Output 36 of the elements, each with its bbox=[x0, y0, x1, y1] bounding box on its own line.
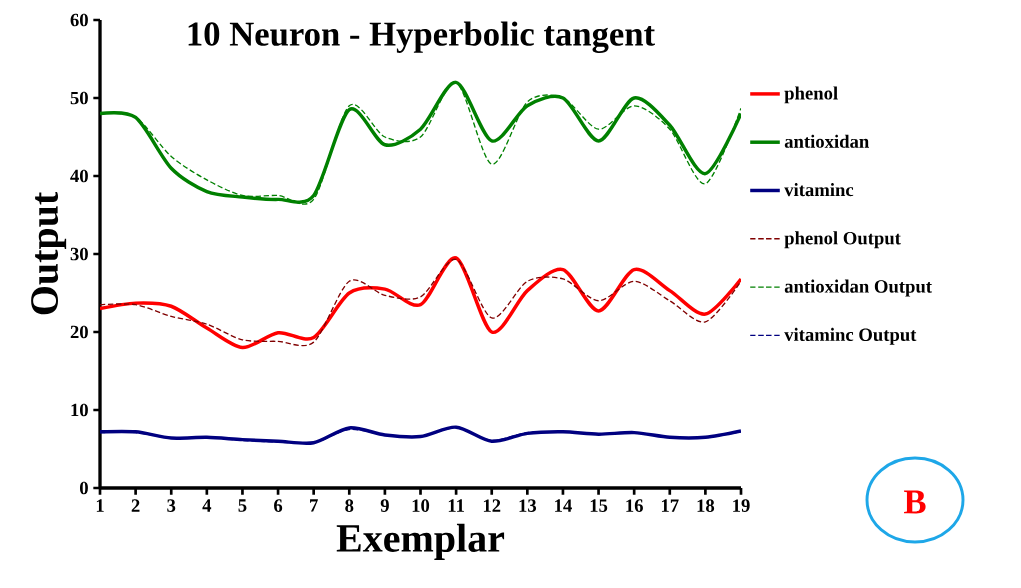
x-tick-label: 1 bbox=[96, 499, 104, 512]
x-tick-label: 15 bbox=[590, 499, 608, 512]
y-tick-label: 10 bbox=[71, 403, 88, 417]
y-tick-label: 40 bbox=[70, 169, 88, 183]
legend-label: antioxidan bbox=[784, 134, 869, 148]
x-tick-label: 11 bbox=[448, 499, 464, 512]
x-tick-label: 2 bbox=[131, 499, 140, 512]
y-tick-label: 0 bbox=[80, 481, 88, 495]
x-tick-label: 3 bbox=[167, 499, 176, 512]
x-tick-label: 14 bbox=[555, 499, 572, 512]
x-tick-label: 10 bbox=[412, 499, 430, 512]
x-tick-label: 18 bbox=[697, 499, 715, 512]
chart-title: 10 Neuron - Hyperbolic tangent bbox=[188, 21, 655, 54]
y-tick-label: 30 bbox=[70, 247, 88, 261]
x-tick-label: 5 bbox=[238, 499, 247, 512]
x-axis-title: Exemplar bbox=[336, 523, 505, 561]
text: B bbox=[904, 490, 926, 514]
x-tick-label: 6 bbox=[274, 499, 283, 512]
legend-label: vitaminc bbox=[784, 183, 854, 197]
x-tick-label: 17 bbox=[661, 499, 679, 512]
x-tick-label: 16 bbox=[626, 499, 643, 512]
x-tick-label: 19 bbox=[733, 499, 750, 512]
legend-label: phenol bbox=[784, 86, 838, 104]
legend-label: antioxidan Output bbox=[784, 279, 932, 297]
x-tick-label: 12 bbox=[483, 499, 501, 512]
legend-label: phenol Output bbox=[784, 231, 901, 249]
legend-label: vitaminc Output bbox=[784, 327, 917, 345]
y-axis-title: Output bbox=[31, 191, 67, 315]
x-tick-label: 4 bbox=[202, 499, 212, 512]
x-tick-label: 8 bbox=[345, 499, 354, 512]
y-tick-label: 60 bbox=[70, 13, 88, 27]
y-tick-label: 20 bbox=[70, 325, 88, 339]
x-tick-label: 13 bbox=[519, 499, 537, 512]
x-tick-label: 9 bbox=[380, 499, 389, 512]
x-tick-label: 7 bbox=[310, 499, 318, 512]
y-tick-label: 50 bbox=[70, 91, 88, 105]
